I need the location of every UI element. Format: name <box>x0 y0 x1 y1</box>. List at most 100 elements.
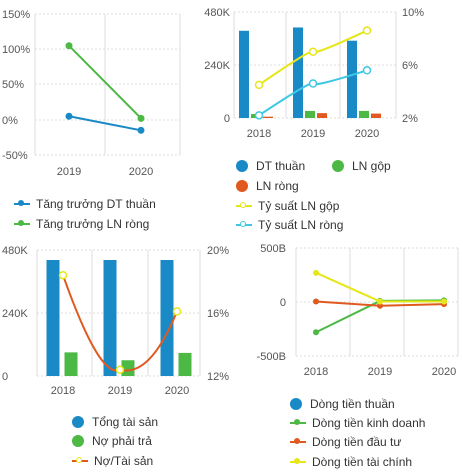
y2-tick-label: 6% <box>402 60 418 72</box>
growth-legend: Tăng trưởng DT thuần Tăng trưởng LN ròng <box>0 0 240 240</box>
y-tick-label: 50% <box>2 79 24 91</box>
legend-item-dong-tien-tai-chinh[interactable]: Dòng tiền tài chính <box>290 454 412 470</box>
data-point <box>308 79 318 88</box>
legend-item-no-phai-tra[interactable]: Nợ phải trả <box>72 433 152 449</box>
legend-item-ty-suat-ln-gop[interactable]: Tỷ suất LN gộp <box>236 198 339 214</box>
x-tick-label: 2018 <box>247 128 271 140</box>
y2-tick-label: 16% <box>207 308 229 320</box>
legend-label: Dòng tiền tài chính <box>312 455 413 469</box>
x-tick-label: 2018 <box>304 366 328 378</box>
legend-label: Tổng tài sản <box>92 415 159 429</box>
bar <box>305 110 315 118</box>
dot-icon <box>290 398 302 410</box>
y2-tick-label: 12% <box>207 371 229 383</box>
data-point <box>377 302 383 309</box>
line-marker-icon <box>236 219 252 231</box>
bar <box>160 260 174 376</box>
x-tick-label: 2019 <box>108 385 132 397</box>
legend-label: LN gộp <box>352 159 391 173</box>
y-tick-label: 0 <box>280 297 286 309</box>
cashflow-chart: 500B 0 -500B 2018 2019 2020 <box>257 243 459 378</box>
legend-item-tong-tai-san[interactable]: Tổng tài sản <box>72 414 158 430</box>
data-point <box>65 112 73 120</box>
bar <box>239 30 249 118</box>
dot-icon <box>72 416 84 428</box>
line-marker-icon <box>290 436 306 448</box>
legend-label: Tỷ suất LN ròng <box>258 218 344 232</box>
y-tick-label: -50% <box>2 150 28 162</box>
line-marker-icon <box>290 456 306 468</box>
data-point <box>115 365 125 374</box>
bar <box>46 260 60 376</box>
legend-item-ln-gop[interactable]: LN gộp <box>332 158 391 174</box>
legend-item-dong-tien-kinh-doanh[interactable]: Dòng tiền kinh doanh <box>290 415 425 431</box>
revenue-chart: 480K 10% 240K 6% 0 2% 2018 2019 2020 <box>204 7 424 140</box>
y-tick-label: 0% <box>2 115 18 127</box>
bar <box>347 40 357 119</box>
legend-label: Nợ/Tài sản <box>94 454 154 468</box>
y-tick-label: 240K <box>2 308 28 320</box>
bar <box>64 352 78 376</box>
dot-icon <box>236 180 248 192</box>
series-line <box>68 45 142 120</box>
data-point <box>137 114 145 122</box>
bar <box>293 27 303 118</box>
y-tick-label: 480K <box>204 7 230 19</box>
x-tick-label: 2020 <box>432 366 456 378</box>
legend-label: Dòng tiền thuần <box>310 397 395 411</box>
data-point <box>137 126 145 134</box>
line-marker-icon <box>72 455 88 467</box>
x-tick-label: 2018 <box>51 385 75 397</box>
legend-item-dt-growth[interactable]: Tăng trưởng DT thuần <box>14 196 156 212</box>
data-point <box>313 269 319 276</box>
data-point <box>65 42 73 50</box>
y-tick-label: 0 <box>224 113 230 125</box>
y-tick-label: 240K <box>204 60 230 72</box>
y2-tick-label: 10% <box>402 7 424 19</box>
x-tick-label: 2019 <box>301 128 325 140</box>
y-tick-label: 500B <box>260 243 286 255</box>
line-marker-icon <box>14 198 30 210</box>
y-tick-label: 480K <box>2 245 28 257</box>
legend-item-ln-growth[interactable]: Tăng trưởng LN ròng <box>14 216 149 232</box>
growth-chart: 150% 100% 50% 0% -50% 2019 2020 <box>2 9 181 178</box>
assets-chart: 480K 20% 240K 16% 0 12% 2018 2019 2020 <box>2 245 229 397</box>
data-point <box>362 26 372 35</box>
legend-label: LN ròng <box>256 179 299 193</box>
bar <box>371 113 381 118</box>
legend-label: Tăng trưởng LN ròng <box>36 217 150 231</box>
line-marker-icon <box>236 200 252 212</box>
x-tick-label: 2020 <box>165 385 189 397</box>
legend-item-ln-rong[interactable]: LN ròng <box>236 178 299 194</box>
y-tick-label: -500B <box>257 351 286 363</box>
legend-item-dong-tien-thuan[interactable]: Dòng tiền thuần <box>290 396 395 412</box>
x-tick-label: 2019 <box>368 366 392 378</box>
legend-item-dt-thuan[interactable]: DT thuần <box>236 158 305 174</box>
x-tick-label: 2019 <box>57 166 81 178</box>
bar <box>103 260 117 376</box>
legend-label: Tăng trưởng DT thuần <box>36 197 156 211</box>
y2-tick-label: 20% <box>207 245 229 257</box>
series-line <box>68 115 142 132</box>
data-point <box>313 329 319 336</box>
bar <box>263 116 273 118</box>
data-point <box>58 270 68 280</box>
line-marker-icon <box>290 417 306 429</box>
legend-label: Dòng tiền đầu tư <box>312 435 402 449</box>
y2-tick-label: 2% <box>402 113 418 125</box>
bar <box>317 113 327 118</box>
x-tick-label: 2020 <box>355 128 379 140</box>
data-point <box>254 111 264 120</box>
legend-item-dong-tien-dau-tu[interactable]: Dòng tiền đầu tư <box>290 434 401 450</box>
legend-label: Dòng tiền kinh doanh <box>312 416 426 430</box>
data-point <box>362 66 372 75</box>
y-tick-label: 150% <box>2 9 30 21</box>
dot-icon <box>72 435 84 447</box>
legend-item-no-tai-san[interactable]: Nợ/Tài sản <box>72 453 153 469</box>
y-tick-label: 0 <box>2 371 8 383</box>
legend-item-ty-suat-ln-rong[interactable]: Tỷ suất LN ròng <box>236 217 343 233</box>
legend-label: Tỷ suất LN gộp <box>258 199 340 213</box>
dot-icon <box>236 160 248 172</box>
data-point <box>308 47 318 56</box>
